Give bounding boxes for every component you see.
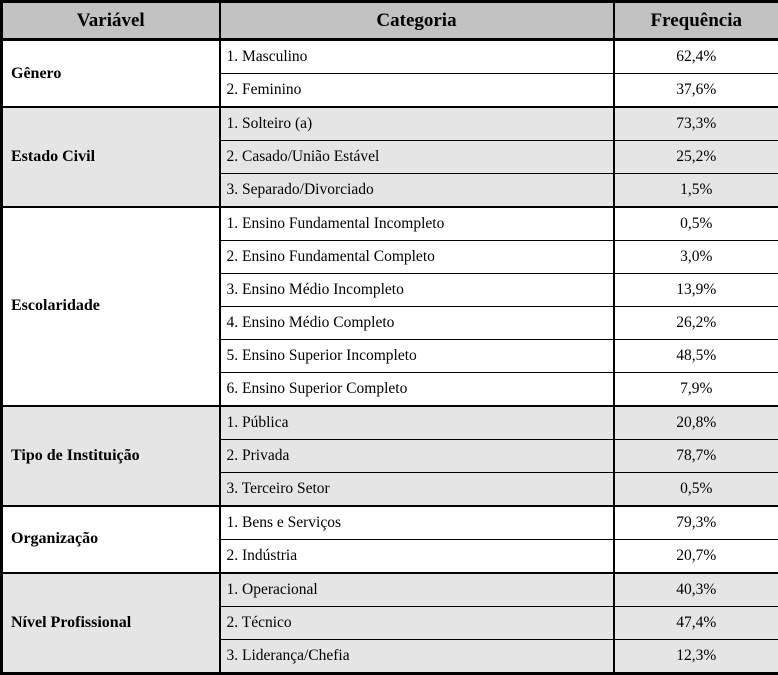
table-row: 3. Separado/Divorciado 1,5% xyxy=(2,173,778,208)
category-cell: 2. Técnico xyxy=(218,605,615,640)
category-cell: 2. Indústria xyxy=(218,538,615,574)
table-row: 4. Ensino Médio Completo 26,2% xyxy=(2,305,778,340)
table-row: Escolaridade 1. Ensino Fundamental Incom… xyxy=(0,206,778,407)
variable-cell-escolaridade: Escolaridade xyxy=(0,206,221,407)
frequency-cell: 1,5% xyxy=(612,173,778,208)
table-row: 2. Indústria 20,7% xyxy=(2,538,778,574)
variable-cell-nivel-profissional: Nível Profissional xyxy=(0,571,221,674)
frequency-cell: 78,7% xyxy=(612,438,778,473)
category-cell: 3. Separado/Divorciado xyxy=(218,173,615,208)
category-cell: 3. Terceiro Setor xyxy=(218,471,615,507)
table-row: 5. Ensino Superior Incompleto 48,5% xyxy=(2,338,778,373)
category-cell: 1. Operacional xyxy=(218,571,615,607)
table-row: Gênero 1. Masculino 62,4% xyxy=(0,38,778,108)
frequency-cell: 0,5% xyxy=(612,206,778,241)
frequency-cell: 20,7% xyxy=(612,538,778,574)
frequency-cell: 26,2% xyxy=(612,305,778,340)
frequency-cell: 0,5% xyxy=(612,471,778,507)
category-cell: 6. Ensino Superior Completo xyxy=(218,371,615,407)
table-row: 2. Casado/União Estável 25,2% xyxy=(2,140,778,174)
frequency-cell: 37,6% xyxy=(612,73,778,108)
frequency-cell: 62,4% xyxy=(612,38,778,75)
category-cell: 2. Feminino xyxy=(218,73,615,108)
table-row: 2. Feminino 37,6% xyxy=(2,73,778,108)
category-cell: 5. Ensino Superior Incompleto xyxy=(218,338,615,373)
category-cell: 1. Pública xyxy=(218,404,615,440)
category-cell: 2. Privada xyxy=(218,438,615,473)
column-header-categoria: Categoria xyxy=(218,1,615,41)
category-cell: 1. Bens e Serviços xyxy=(218,504,615,540)
table-row: 3. Ensino Médio Incompleto 13,9% xyxy=(2,272,778,307)
frequency-cell: 40,3% xyxy=(612,571,778,607)
table-row: 3. Liderança/Chefia 12,3% xyxy=(2,638,778,675)
frequency-cell: 20,8% xyxy=(612,404,778,440)
category-cell: 3. Liderança/Chefia xyxy=(218,638,615,675)
table-row: Estado Civil 1. Solteiro (a) 73,3% xyxy=(0,106,778,208)
frequency-cell: 12,3% xyxy=(612,638,778,675)
category-cell: 4. Ensino Médio Completo xyxy=(218,305,615,340)
frequency-cell: 25,2% xyxy=(612,140,778,174)
table-row: Nível Profissional 1. Operacional 40,3% xyxy=(0,571,778,674)
category-cell: 1. Masculino xyxy=(218,38,615,75)
frequency-cell: 7,9% xyxy=(612,371,778,407)
frequency-cell: 47,4% xyxy=(612,605,778,640)
variable-cell-tipo-de-instituicao: Tipo de Instituição xyxy=(0,404,221,507)
category-cell: 2. Casado/União Estável xyxy=(218,140,615,174)
column-header-variavel: Variável xyxy=(0,1,221,41)
category-cell: 3. Ensino Médio Incompleto xyxy=(218,272,615,307)
table-row: 6. Ensino Superior Completo 7,9% xyxy=(2,371,778,407)
category-cell: 1. Ensino Fundamental Incompleto xyxy=(218,206,615,241)
frequency-cell: 48,5% xyxy=(612,338,778,373)
header-row: Variável Categoria Frequência xyxy=(0,1,778,41)
category-cell: 1. Solteiro (a) xyxy=(218,106,615,142)
variable-cell-estado-civil: Estado Civil xyxy=(0,106,221,208)
table-row: 2. Ensino Fundamental Completo 3,0% xyxy=(2,240,778,274)
table-row: 2. Privada 78,7% xyxy=(2,438,778,473)
category-cell: 2. Ensino Fundamental Completo xyxy=(218,240,615,274)
table-row: 3. Terceiro Setor 0,5% xyxy=(2,471,778,507)
table-row: Organização 1. Bens e Serviços 79,3% xyxy=(0,504,778,574)
table-row: Tipo de Instituição 1. Pública 20,8% xyxy=(0,404,778,507)
variable-cell-genero: Gênero xyxy=(0,38,221,108)
frequency-cell: 73,3% xyxy=(612,106,778,142)
frequency-cell: 79,3% xyxy=(612,504,778,540)
variable-cell-organizacao: Organização xyxy=(0,504,221,574)
frequency-cell: 13,9% xyxy=(612,272,778,307)
frequency-cell: 3,0% xyxy=(612,240,778,274)
table-header: Variável Categoria Frequência xyxy=(0,1,778,41)
table-row: 2. Técnico 47,4% xyxy=(2,605,778,640)
column-header-frequencia: Frequência xyxy=(612,1,778,41)
